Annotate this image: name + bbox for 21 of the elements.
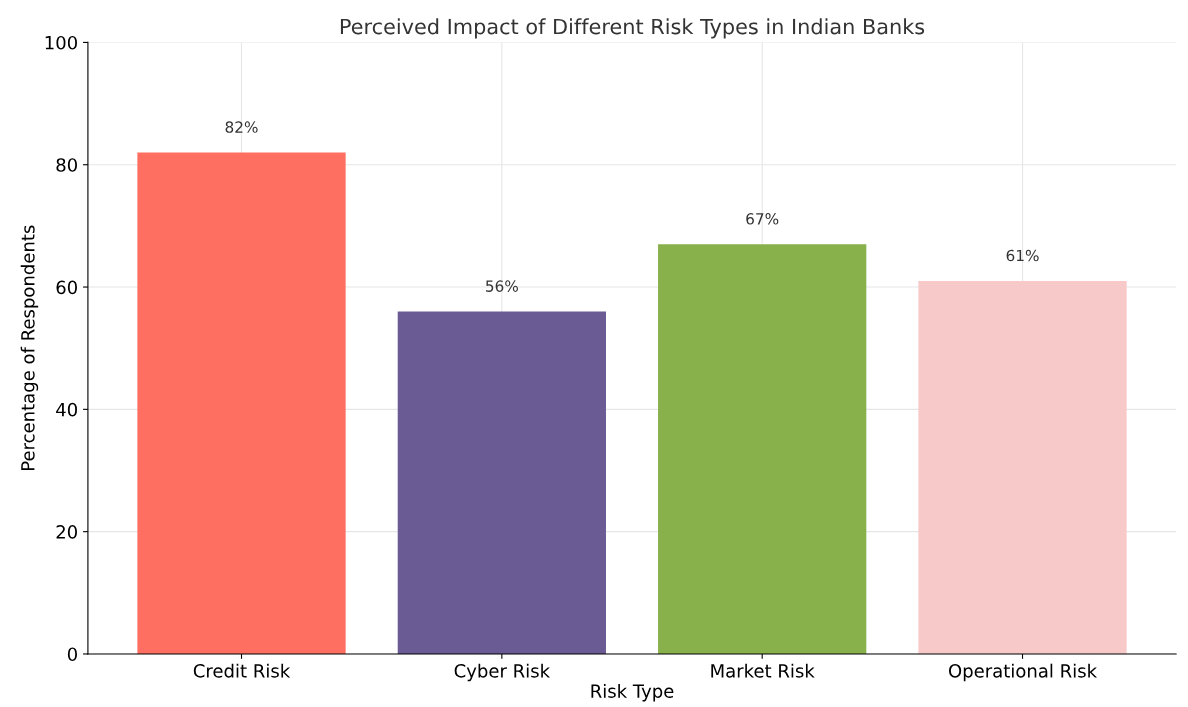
y-tick-label: 0 [67,647,77,662]
bar [658,244,867,654]
x-tick-label: Cyber Risk [454,663,551,682]
y-tick-label: 60 [56,280,77,295]
data-label: 61% [1006,249,1039,262]
x-tick-label: Operational Risk [948,663,1098,682]
data-label: 82% [225,121,258,133]
y-tick-label: 80 [56,158,77,172]
bar [397,311,606,654]
bar [918,280,1127,654]
x-axis-title: Risk Type [591,683,674,702]
data-label: 56% [486,280,518,292]
chart-title: Perceived Impact of Different Risk Types in Indian Banks [340,18,925,39]
y-axis-title: Percentage of Respondents [20,225,39,470]
x-tick-label: Credit Risk [193,663,291,678]
data-label: 67% [746,213,779,225]
y-tick-label: 100 [45,35,77,50]
bar [137,152,346,654]
y-tick-label: 20 [56,525,77,539]
x-tick-label: Market Risk [711,663,815,678]
y-tick-label: 40 [56,402,77,417]
